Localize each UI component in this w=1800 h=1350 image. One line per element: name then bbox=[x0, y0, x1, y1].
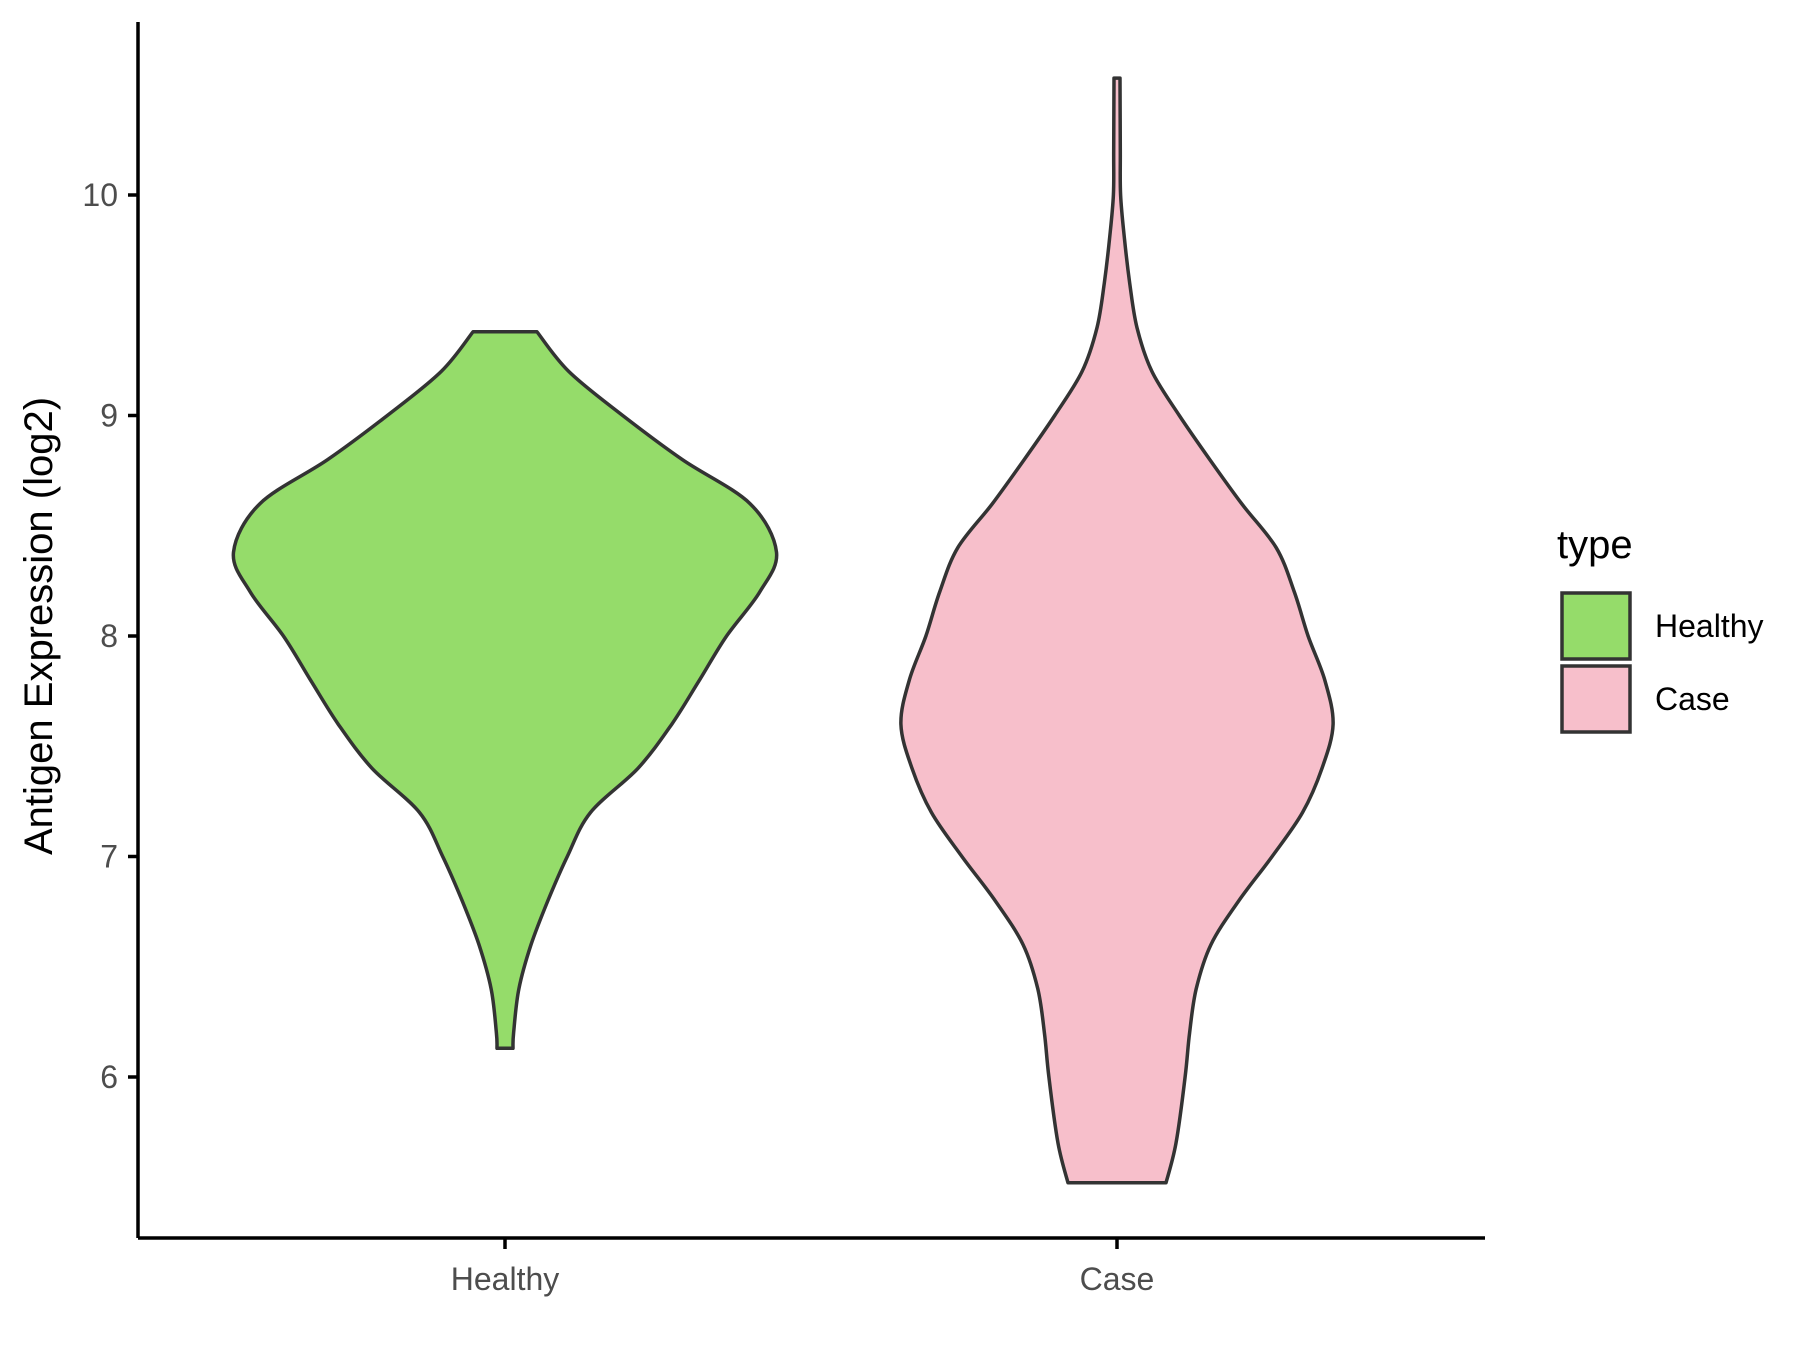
violin-healthy bbox=[231, 329, 779, 1051]
y-axis-ticks: 6 7 8 9 10 bbox=[82, 177, 138, 1095]
y-tick-label: 8 bbox=[100, 618, 118, 654]
y-tick-label: 9 bbox=[100, 398, 118, 434]
x-tick-label-healthy: Healthy bbox=[451, 1261, 560, 1297]
x-axis-ticks: Healthy Case bbox=[451, 1238, 1155, 1297]
legend-title: type bbox=[1557, 523, 1633, 567]
y-tick-label: 7 bbox=[100, 839, 118, 875]
x-tick-label-case: Case bbox=[1080, 1261, 1155, 1297]
legend-key-healthy bbox=[1560, 591, 1632, 661]
violin-case bbox=[899, 76, 1335, 1185]
legend: type Healthy Case bbox=[1557, 523, 1764, 734]
y-tick-label: 6 bbox=[100, 1059, 118, 1095]
legend-key-case bbox=[1560, 664, 1632, 734]
legend-label-case: Case bbox=[1655, 681, 1730, 717]
violin-layer bbox=[231, 76, 1335, 1185]
y-tick-label: 10 bbox=[82, 177, 118, 213]
y-axis-title: Antigen Expression (log2) bbox=[17, 397, 61, 855]
legend-label-healthy: Healthy bbox=[1655, 608, 1764, 644]
